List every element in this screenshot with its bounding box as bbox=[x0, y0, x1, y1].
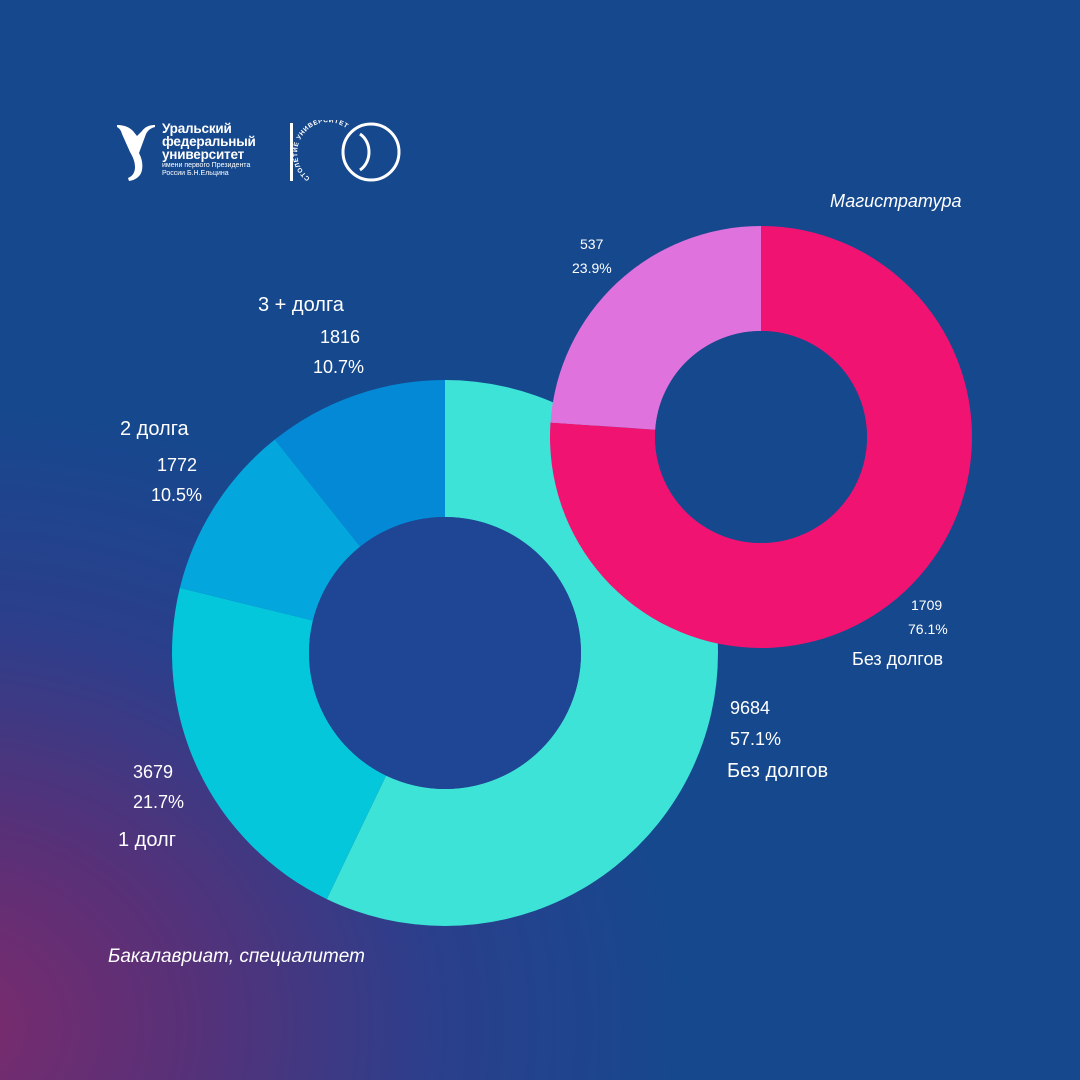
bachelor-slice-2 bbox=[179, 439, 361, 621]
bachelor-slice-3 bbox=[274, 380, 445, 547]
segment-label: Без долгов bbox=[852, 649, 944, 669]
segment-value: 1816 bbox=[320, 327, 361, 347]
segment-label: 3 + долга bbox=[258, 294, 344, 316]
segment-percent: 76.1% bbox=[908, 621, 948, 637]
logo-name-line: университет bbox=[162, 147, 244, 162]
master-chart-title: Магистратура bbox=[830, 191, 962, 211]
urfu-u-icon bbox=[117, 125, 155, 181]
segment-value: 3679 bbox=[133, 762, 174, 782]
segment-label: 1 долг bbox=[118, 829, 176, 851]
anniversary-100-mark: СТОЛЕТИЕ УНИВЕРСИТЕТА 100 bbox=[288, 120, 401, 182]
university-logo: Уральский федеральный университет имени … bbox=[116, 120, 416, 184]
logo-name-line: федеральный bbox=[162, 134, 256, 149]
logo-sub-line: имени первого Президента bbox=[162, 162, 251, 169]
logo-name-line: Уральский bbox=[162, 121, 232, 136]
segment-percent: 23.9% bbox=[572, 260, 612, 276]
bachelor-chart-title: Бакалавриат, специалитет bbox=[108, 946, 365, 967]
segment-value: 9684 bbox=[730, 698, 771, 718]
segment-value: 1709 bbox=[911, 597, 943, 613]
segment-percent: 10.7% bbox=[313, 357, 365, 377]
segment-percent: 57.1% bbox=[730, 729, 782, 749]
master-donut-hole bbox=[655, 331, 867, 543]
segment-value: 537 bbox=[580, 236, 604, 252]
segment-value: 1772 bbox=[157, 455, 198, 475]
master-slice-0 bbox=[550, 226, 973, 648]
logo-sub-line: России Б.Н.Ельцина bbox=[162, 170, 229, 177]
segment-percent: 10.5% bbox=[151, 485, 203, 505]
segment-label: 2 долга bbox=[120, 418, 189, 440]
master-donut-chart bbox=[550, 226, 973, 648]
master-slice-1 bbox=[550, 226, 761, 430]
bachelor-donut-hole bbox=[309, 517, 581, 789]
segment-percent: 21.7% bbox=[133, 792, 185, 812]
segment-label: Без долгов bbox=[727, 760, 829, 782]
bachelor-slice-1 bbox=[172, 587, 387, 900]
